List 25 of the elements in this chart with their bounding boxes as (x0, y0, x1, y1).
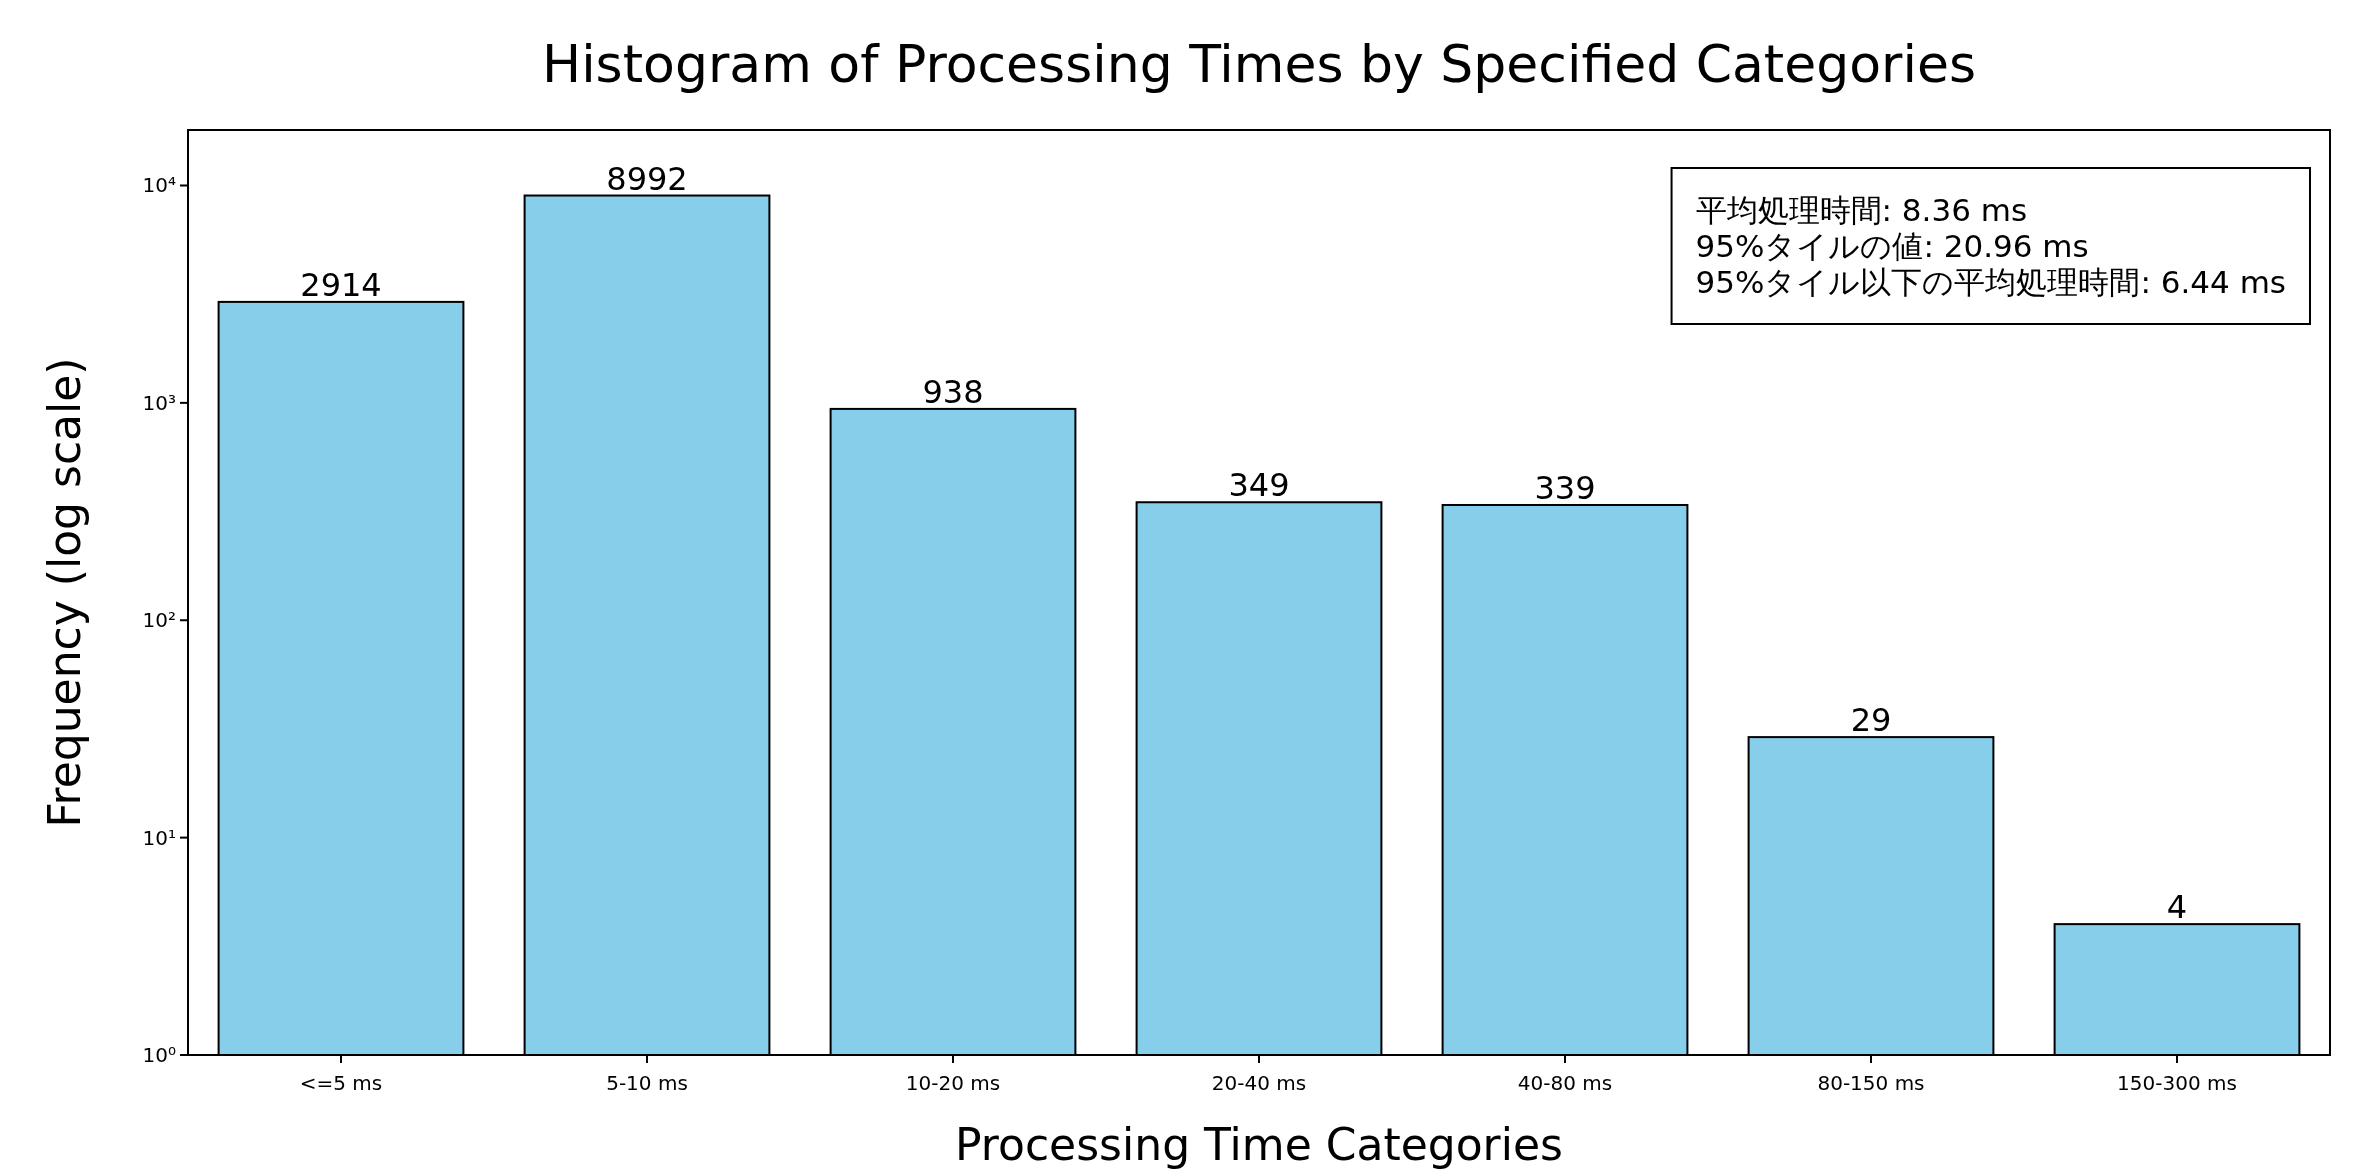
data-label: 8992 (606, 159, 688, 198)
chart-title: Histogram of Processing Times by Specified Categories (542, 34, 1976, 94)
data-label: 4 (2166, 888, 2188, 927)
x-axis-title: Processing Time Categories (955, 1119, 1563, 1170)
data-label: 29 (1850, 701, 1892, 740)
x-tick-label: 5-10 ms (606, 1071, 688, 1095)
data-label: 339 (1534, 468, 1596, 507)
x-tick-label: 10-20 ms (905, 1071, 1001, 1095)
x-tick-label: 20-40 ms (1211, 1071, 1307, 1095)
y-tick-label: 10⁰ (142, 1043, 176, 1067)
y-tick-label: 10¹ (142, 825, 176, 850)
annotation: 95%タイルの値: 20.96 ms (1695, 228, 2089, 264)
data-label: 2914 (300, 265, 382, 304)
y-axis-title: Frequency (log scale) (39, 357, 90, 828)
annotation: 95%タイル以下の平均処理時間: 6.44 ms (1695, 264, 2286, 300)
annotation: 平均処理時間: 8.36 ms (1695, 192, 2028, 228)
y-tick-label: 10⁴ (142, 173, 176, 198)
y-tick-label: 10² (142, 608, 176, 633)
x-tick-label: 40-80 ms (1517, 1071, 1613, 1095)
x-tick-label: 80-150 ms (1817, 1071, 1925, 1095)
x-tick-label: <=5 ms (299, 1071, 383, 1095)
y-tick-label: 10³ (142, 390, 176, 415)
data-label: 938 (922, 372, 984, 411)
data-label: 349 (1228, 466, 1290, 505)
x-tick-label: 150-300 ms (2117, 1071, 2237, 1095)
